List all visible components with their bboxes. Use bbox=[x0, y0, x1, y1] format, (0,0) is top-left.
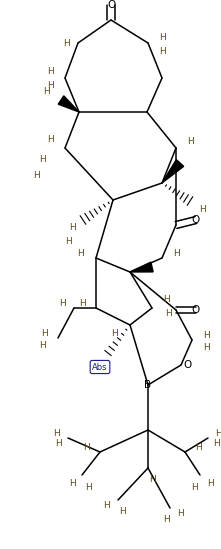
Text: H: H bbox=[187, 137, 193, 147]
Text: H: H bbox=[191, 483, 197, 491]
Text: H: H bbox=[59, 299, 65, 307]
Text: O: O bbox=[192, 215, 200, 225]
Text: H: H bbox=[203, 330, 209, 339]
Text: H: H bbox=[119, 507, 125, 517]
Text: H: H bbox=[39, 341, 45, 350]
Polygon shape bbox=[58, 96, 79, 112]
Text: H: H bbox=[66, 238, 72, 247]
Text: B: B bbox=[145, 380, 152, 390]
Text: H: H bbox=[63, 38, 69, 48]
Text: H: H bbox=[69, 479, 75, 488]
Text: H: H bbox=[83, 442, 89, 451]
Text: H: H bbox=[111, 328, 117, 338]
Text: H: H bbox=[53, 429, 59, 438]
Text: H: H bbox=[159, 32, 165, 42]
Text: H: H bbox=[44, 87, 50, 97]
Text: H: H bbox=[85, 483, 91, 491]
Text: H: H bbox=[213, 440, 219, 449]
Text: H: H bbox=[55, 440, 61, 449]
Text: O: O bbox=[192, 305, 200, 315]
Text: H: H bbox=[165, 310, 171, 318]
Text: O: O bbox=[183, 360, 191, 370]
Text: H: H bbox=[77, 249, 83, 257]
Text: H: H bbox=[163, 516, 169, 524]
Text: H: H bbox=[149, 475, 155, 485]
Polygon shape bbox=[162, 160, 184, 183]
Text: H: H bbox=[203, 344, 209, 352]
Text: H: H bbox=[41, 328, 47, 338]
Text: H: H bbox=[163, 295, 169, 305]
Text: H: H bbox=[173, 249, 179, 257]
Text: H: H bbox=[199, 204, 205, 214]
Text: H: H bbox=[196, 442, 202, 451]
Text: H: H bbox=[215, 429, 221, 438]
Text: H: H bbox=[48, 68, 54, 76]
Text: H: H bbox=[70, 223, 76, 232]
Text: H: H bbox=[79, 299, 85, 307]
Text: H: H bbox=[40, 155, 46, 165]
Text: H: H bbox=[207, 479, 213, 488]
Polygon shape bbox=[130, 262, 153, 272]
Text: Abs: Abs bbox=[92, 362, 108, 372]
Text: O: O bbox=[107, 0, 115, 10]
Text: H: H bbox=[160, 47, 166, 55]
Text: H: H bbox=[34, 171, 40, 181]
Text: H: H bbox=[177, 508, 183, 518]
Text: H: H bbox=[47, 81, 53, 91]
Text: H: H bbox=[48, 136, 54, 144]
Text: H: H bbox=[103, 501, 109, 509]
